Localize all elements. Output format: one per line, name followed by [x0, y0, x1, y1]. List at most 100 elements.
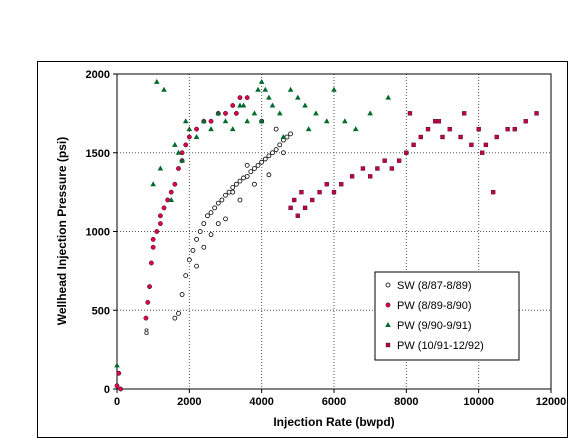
data-point: [317, 189, 322, 195]
data-point: [375, 166, 380, 171]
data-point: [440, 134, 445, 140]
x-tick-label: 2000: [177, 396, 201, 408]
x-axis-label: Injection Rate (bwpd): [273, 415, 394, 429]
data-point: [186, 257, 192, 263]
chart-frame: [37, 61, 568, 438]
data-point: [215, 200, 221, 206]
data-point: [310, 197, 315, 203]
data-point: [331, 189, 337, 195]
legend-marker: [385, 282, 391, 288]
data-point: [176, 166, 181, 171]
series-1: [172, 118, 294, 321]
data-point: [266, 172, 272, 178]
data-point: [476, 126, 481, 132]
data-point: [324, 182, 329, 187]
y-tick-label: 1000: [86, 227, 110, 239]
data-point: [175, 149, 182, 155]
data-point: [270, 150, 275, 156]
data-point: [292, 197, 297, 203]
data-point: [186, 126, 193, 132]
data-point: [313, 110, 319, 116]
data-point: [411, 142, 416, 148]
data-point: [367, 110, 373, 116]
data-point: [118, 386, 124, 392]
data-point: [360, 166, 366, 171]
data-point: [339, 182, 344, 187]
data-point: [523, 119, 528, 124]
data-point: [277, 142, 283, 148]
data-point: [223, 110, 228, 116]
data-point: [147, 284, 152, 290]
data-point: [197, 229, 203, 234]
data-point: [114, 383, 120, 389]
data-point: [436, 119, 442, 124]
data-point: [157, 221, 163, 227]
data-point: [183, 142, 189, 148]
legend-marker: [385, 322, 391, 327]
legend-entry: PW (8/89-8/90): [397, 300, 472, 312]
data-point: [223, 192, 228, 198]
data-point: [462, 111, 467, 116]
data-point: [222, 118, 229, 124]
data-point: [219, 197, 225, 203]
data-point: [244, 118, 250, 124]
data-point: [116, 370, 122, 376]
data-point: [237, 197, 243, 203]
data-point: [150, 236, 156, 242]
data-point: [295, 94, 301, 100]
data-point: [153, 78, 160, 84]
series-4: [288, 111, 539, 218]
data-point: [280, 150, 286, 156]
data-point: [154, 229, 160, 234]
data-point: [288, 131, 294, 137]
y-axis-ticks: 0 500 1000 1500 2000: [86, 69, 117, 396]
data-point: [252, 166, 257, 171]
data-point: [168, 197, 175, 202]
y-axis-label: Wellhead Injection Pressure (psi): [55, 137, 69, 326]
data-point: [255, 162, 261, 168]
legend: SW (8/87-8/89) PW (8/89-8/90) PW (9/90-9/9…: [374, 271, 520, 361]
data-point: [266, 153, 272, 159]
data-point: [276, 110, 283, 116]
data-point: [179, 157, 185, 163]
data-point: [266, 94, 272, 100]
annotation-label: 8: [144, 327, 149, 337]
data-point: [389, 166, 395, 171]
data-point: [215, 110, 222, 116]
data-point: [352, 126, 359, 132]
data-point: [331, 86, 337, 92]
data-point: [382, 158, 387, 163]
data-point: [447, 126, 452, 132]
data-point: [201, 221, 207, 227]
y-tick-label: 0: [104, 384, 110, 396]
data-point: [150, 244, 156, 250]
legend-box: [374, 271, 520, 361]
data-point: [494, 134, 499, 140]
data-points: [114, 78, 539, 392]
data-point: [505, 126, 510, 132]
data-point: [193, 134, 200, 139]
data-point: [433, 119, 438, 124]
data-point: [161, 205, 167, 211]
data-point: [205, 213, 210, 219]
data-point: [269, 102, 276, 108]
data-point: [208, 232, 214, 238]
data-point: [490, 189, 496, 195]
data-point: [212, 205, 218, 211]
data-point: [183, 273, 189, 279]
data-point: [407, 111, 413, 116]
data-point: [161, 86, 167, 92]
data-point: [262, 156, 268, 162]
x-tick-label: 12000: [536, 396, 567, 408]
data-point: [168, 189, 174, 195]
data-point: [194, 236, 199, 242]
data-point: [288, 205, 293, 211]
x-tick-label: 0: [114, 396, 120, 408]
data-point: [143, 315, 149, 321]
x-tick-label: 6000: [322, 396, 346, 408]
data-point: [295, 213, 300, 218]
data-point: [230, 103, 236, 108]
data-point: [349, 174, 355, 179]
y-tick-label: 2000: [86, 69, 110, 81]
